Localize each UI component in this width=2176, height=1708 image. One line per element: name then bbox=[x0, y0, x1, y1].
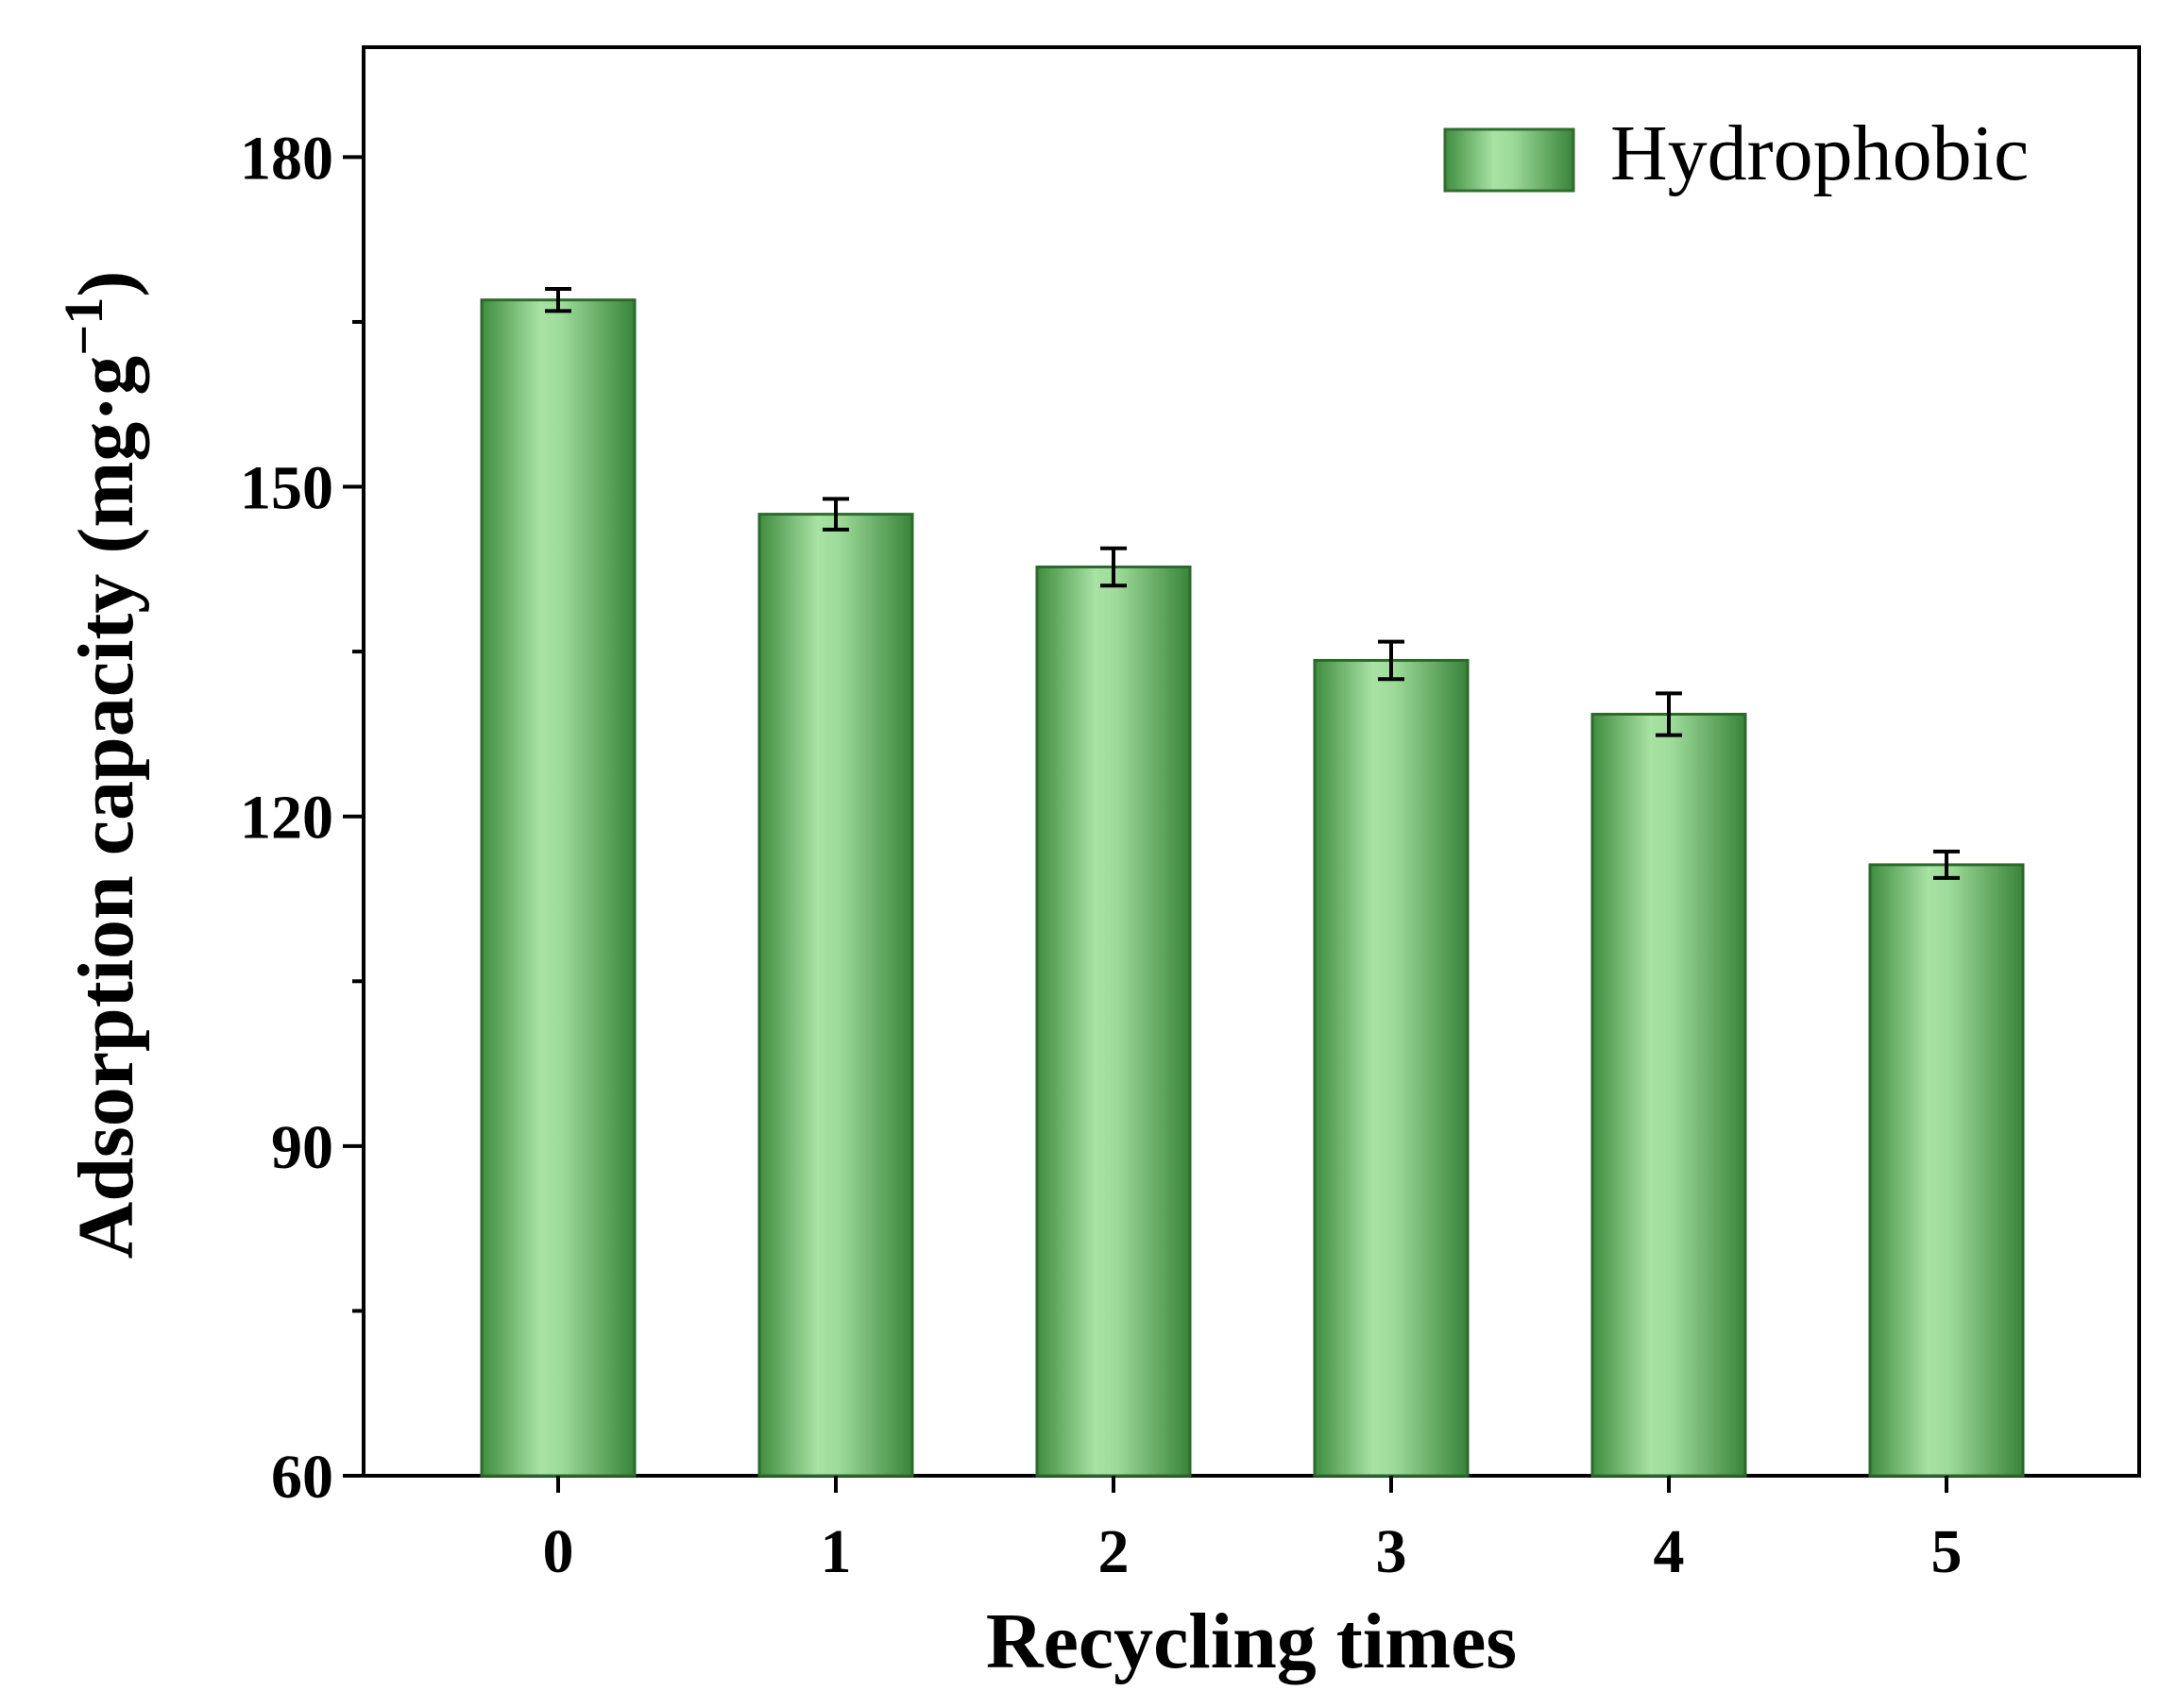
bar-3 bbox=[1313, 658, 1470, 1478]
error-bar-2 bbox=[1100, 546, 1127, 588]
y-tick-label-60: 60 bbox=[271, 1443, 333, 1512]
error-bar-1 bbox=[823, 497, 849, 532]
x-tick-label-2: 2 bbox=[1098, 1517, 1130, 1586]
bar-5 bbox=[1868, 863, 2025, 1478]
x-tick-label-1: 1 bbox=[821, 1517, 852, 1586]
x-tick-label-5: 5 bbox=[1931, 1517, 1963, 1586]
legend-label: Hydrophobic bbox=[1610, 110, 2029, 197]
error-bar-5 bbox=[1933, 849, 1960, 880]
y-tick-label-180: 180 bbox=[240, 124, 333, 193]
bar-4 bbox=[1590, 712, 1747, 1478]
x-tick-label-4: 4 bbox=[1654, 1517, 1685, 1586]
y-tick-label-150: 150 bbox=[240, 454, 333, 523]
y-tick-label-90: 90 bbox=[271, 1113, 333, 1182]
y-axis-title-close: ) bbox=[62, 271, 150, 297]
error-bar-4 bbox=[1656, 691, 1682, 737]
x-tick-label-0: 0 bbox=[543, 1517, 574, 1586]
error-bars-layer bbox=[545, 287, 1960, 880]
x-axis-ticks: 0 1 2 3 4 5 bbox=[543, 1476, 1963, 1586]
error-bar-0 bbox=[545, 287, 571, 313]
y-tick-label-120: 120 bbox=[240, 784, 333, 853]
x-axis-title: Recycling times bbox=[986, 1598, 1517, 1685]
error-bar-3 bbox=[1378, 639, 1404, 682]
y-axis-title: Adsorption capacity (mg·g−1) bbox=[53, 271, 151, 1260]
legend: Hydrophobic bbox=[1443, 110, 2029, 197]
bar-1 bbox=[757, 513, 914, 1478]
bar-0 bbox=[480, 298, 637, 1478]
y-axis-ticks: 60 90 120 150 180 bbox=[240, 124, 364, 1512]
x-tick-label-3: 3 bbox=[1376, 1517, 1407, 1586]
y-axis-title-superscript: −1 bbox=[53, 297, 114, 356]
bar-2 bbox=[1035, 565, 1192, 1478]
legend-swatch bbox=[1443, 127, 1575, 193]
y-axis-title-main: Adsorption capacity (mg·g bbox=[62, 356, 150, 1260]
plot-frame bbox=[362, 45, 2141, 1478]
bars-layer bbox=[480, 298, 2025, 1478]
